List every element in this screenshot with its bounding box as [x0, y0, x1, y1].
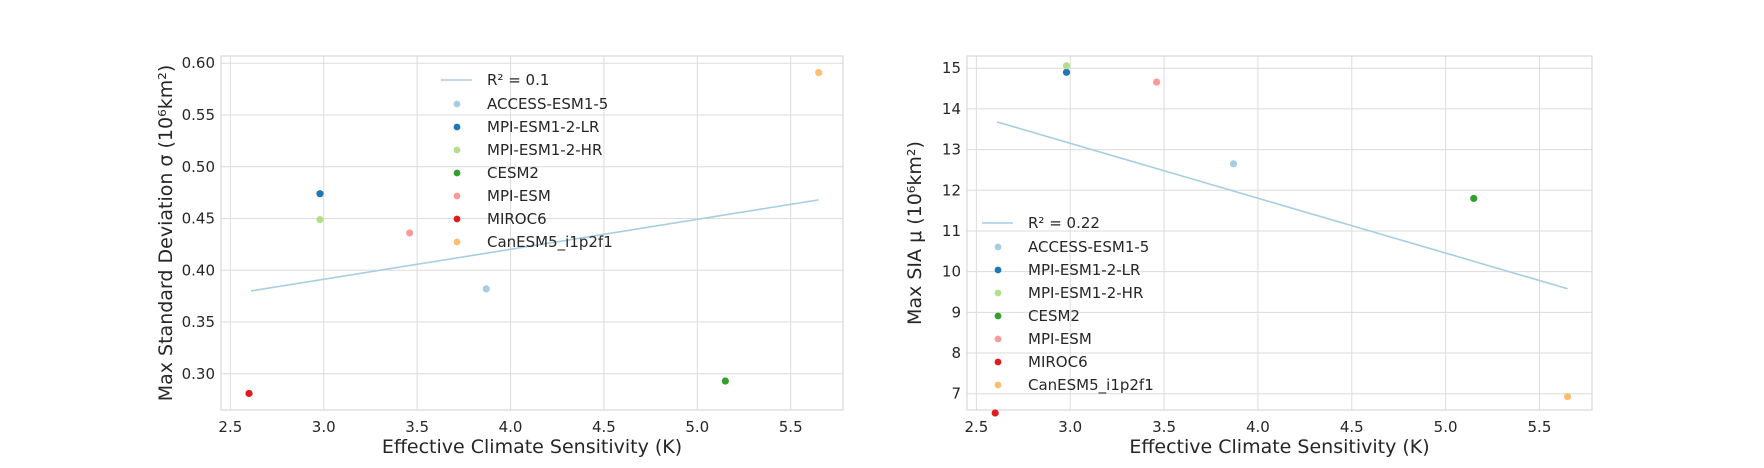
point-mpi-esm1-2-lr [316, 190, 324, 198]
legend-label: MIROC6 [487, 210, 547, 228]
y-tick-label: 9 [951, 303, 961, 321]
point-canesm5-i1p2f1 [815, 68, 823, 77]
fit-line [996, 121, 1568, 290]
legend-marker [994, 358, 1002, 366]
x-tick-label: 3.0 [312, 418, 336, 436]
legend-marker [453, 146, 461, 154]
legend-label: ACCESS-ESM1-5 [1028, 238, 1149, 256]
x-tick-label: 4.5 [1340, 418, 1364, 436]
y-tick-label: 0.55 [182, 106, 215, 124]
point-mpi-esm1-2-hr [1062, 62, 1071, 70]
legend-marker [994, 335, 1002, 343]
point-mpi-esm1-2-lr [1062, 68, 1071, 76]
legend-label: R² = 0.1 [487, 71, 549, 89]
legend-label: MPI-ESM1-2-LR [1028, 261, 1140, 279]
legend-marker [994, 289, 1002, 297]
x-axis-label: Effective Climate Sensitivity (K) [1129, 436, 1429, 458]
y-tick-label: 7 [951, 385, 961, 403]
axes-frame [220, 55, 844, 411]
point-access-esm1-5 [1229, 160, 1238, 168]
legend-marker [453, 238, 461, 246]
legend: R² = 0.1 ACCESS-ESM1-5 MPI-ESM1-2-LR MPI-ES… [441, 71, 613, 252]
legend-marker [453, 169, 461, 177]
legend-marker [453, 123, 461, 131]
legend-marker [994, 243, 1002, 251]
legend-marker [994, 266, 1002, 274]
y-tick-label: 12 [942, 181, 961, 199]
y-tick-label: 0.30 [182, 365, 215, 383]
y-tick-label: 15 [942, 59, 961, 77]
y-tick-label: 0.35 [182, 313, 215, 331]
axes-frame [966, 55, 1593, 411]
x-tick-label: 3.5 [405, 418, 429, 436]
legend-marker [453, 100, 461, 108]
legend-marker [453, 215, 461, 223]
point-mpi-esm1-2-hr [316, 215, 324, 224]
legend-label: MIROC6 [1028, 353, 1088, 371]
y-tick-label: 0.45 [182, 210, 215, 228]
x-axis-label: Effective Climate Sensitivity (K) [382, 436, 682, 458]
legend-label: R² = 0.22 [1028, 214, 1100, 232]
y-tick-label: 10 [942, 263, 961, 281]
y-axis-label: Max Standard Deviation σ (10⁶km²) [155, 65, 177, 402]
x-tick-label: 3.0 [1058, 418, 1082, 436]
legend-marker [994, 312, 1002, 320]
legend-marker [994, 381, 1002, 389]
y-tick-label: 14 [942, 100, 961, 118]
point-cesm2 [1470, 194, 1478, 203]
x-tick-label: 4.0 [499, 418, 523, 436]
y-tick-label: 8 [951, 344, 961, 362]
fit-line [250, 199, 819, 292]
y-tick-label: 11 [942, 222, 961, 240]
y-tick-label: 0.50 [182, 158, 215, 176]
legend-label: ACCESS-ESM1-5 [487, 95, 608, 113]
x-tick-label: 2.5 [218, 418, 242, 436]
point-mpi-esm [1152, 78, 1161, 86]
point-canesm5-i1p2f1 [1564, 392, 1572, 401]
x-tick-label: 5.5 [779, 418, 803, 436]
x-tick-label: 5.5 [1528, 418, 1552, 436]
point-miroc6 [245, 389, 253, 398]
y-tick-label: 13 [942, 141, 961, 159]
y-tick-label: 0.60 [182, 54, 215, 72]
point-mpi-esm [406, 229, 414, 237]
x-tick-label: 5.0 [1434, 418, 1458, 436]
x-tick-label: 4.0 [1246, 418, 1270, 436]
legend-label: MPI-ESM [487, 187, 551, 205]
point-access-esm1-5 [482, 285, 490, 293]
x-tick-label: 5.0 [685, 418, 709, 436]
legend-label: CESM2 [487, 164, 539, 182]
y-axis-label: Max SIA μ (10⁶km²) [904, 141, 926, 325]
legend-label: MPI-ESM1-2-LR [487, 118, 599, 136]
x-tick-label: 3.5 [1152, 418, 1176, 436]
legend-label: CanESM5_i1p2f1 [1028, 376, 1154, 395]
legend: R² = 0.22 ACCESS-ESM1-5 MPI-ESM1-2-LR MPI-E… [982, 214, 1154, 395]
point-cesm2 [721, 377, 729, 385]
legend-label: CESM2 [1028, 307, 1080, 325]
y-tick-label: 0.40 [182, 261, 215, 279]
point-miroc6 [991, 409, 999, 417]
x-tick-label: 2.5 [964, 418, 988, 436]
x-tick-label: 4.5 [592, 418, 616, 436]
legend-label: MPI-ESM1-2-HR [1028, 284, 1143, 302]
legend-marker [453, 192, 461, 200]
legend-label: MPI-ESM1-2-HR [487, 141, 602, 159]
plot-2: 2.5 3.0 3.5 4.0 4.5 5.0 5.5 7 8 9 10 11 12 13 14 15 Effe… [904, 55, 1593, 458]
grid [221, 56, 843, 410]
legend-label: CanESM5_i1p2f1 [487, 233, 613, 252]
plot-1: 2.5 3.0 3.5 4.0 4.5 5.0 5.5 0.30 0.35 0.40 0.45 0.5… [155, 54, 844, 458]
legend-label: MPI-ESM [1028, 330, 1092, 348]
grid [967, 56, 1592, 410]
